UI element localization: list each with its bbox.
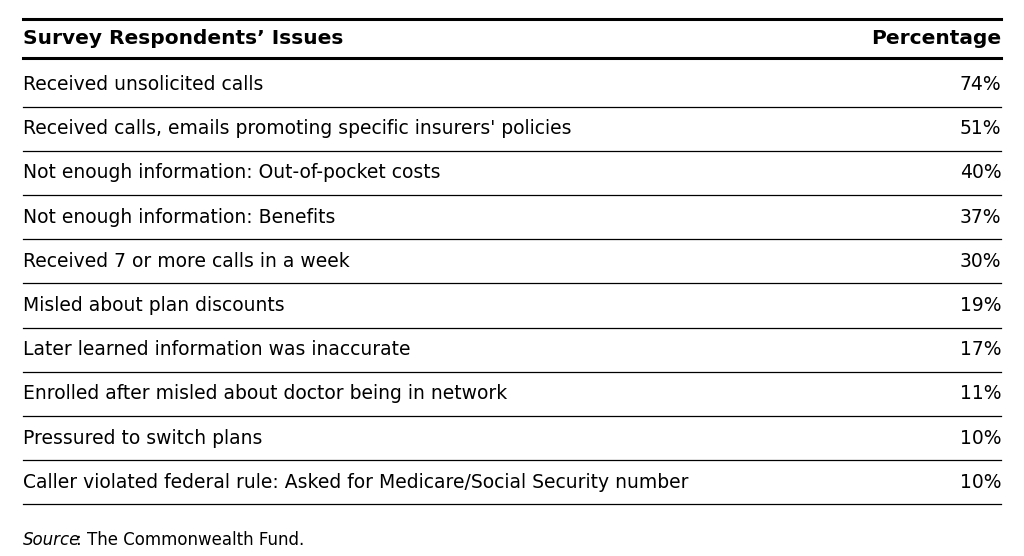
Text: Pressured to switch plans: Pressured to switch plans bbox=[23, 429, 262, 448]
Text: : The Commonwealth Fund.: : The Commonwealth Fund. bbox=[76, 532, 304, 549]
Text: Received 7 or more calls in a week: Received 7 or more calls in a week bbox=[23, 252, 349, 271]
Text: 40%: 40% bbox=[959, 163, 1001, 182]
Text: Survey Respondents’ Issues: Survey Respondents’ Issues bbox=[23, 29, 343, 48]
Text: Received calls, emails promoting specific insurers' policies: Received calls, emails promoting specifi… bbox=[23, 119, 571, 138]
Text: 10%: 10% bbox=[959, 473, 1001, 492]
Text: 37%: 37% bbox=[959, 207, 1001, 227]
Text: Not enough information: Out-of-pocket costs: Not enough information: Out-of-pocket co… bbox=[23, 163, 440, 182]
Text: 51%: 51% bbox=[959, 119, 1001, 138]
Text: 74%: 74% bbox=[959, 75, 1001, 94]
Text: Not enough information: Benefits: Not enough information: Benefits bbox=[23, 207, 335, 227]
Text: Percentage: Percentage bbox=[871, 29, 1001, 48]
Text: Enrolled after misled about doctor being in network: Enrolled after misled about doctor being… bbox=[23, 384, 507, 404]
Text: 19%: 19% bbox=[959, 296, 1001, 315]
Text: Received unsolicited calls: Received unsolicited calls bbox=[23, 75, 263, 94]
Text: Source: Source bbox=[23, 532, 80, 549]
Text: 30%: 30% bbox=[959, 252, 1001, 271]
Text: Misled about plan discounts: Misled about plan discounts bbox=[23, 296, 284, 315]
Text: 11%: 11% bbox=[959, 384, 1001, 404]
Text: 10%: 10% bbox=[959, 429, 1001, 448]
Text: Later learned information was inaccurate: Later learned information was inaccurate bbox=[23, 340, 410, 359]
Text: Caller violated federal rule: Asked for Medicare/Social Security number: Caller violated federal rule: Asked for … bbox=[23, 473, 688, 492]
Text: 17%: 17% bbox=[959, 340, 1001, 359]
